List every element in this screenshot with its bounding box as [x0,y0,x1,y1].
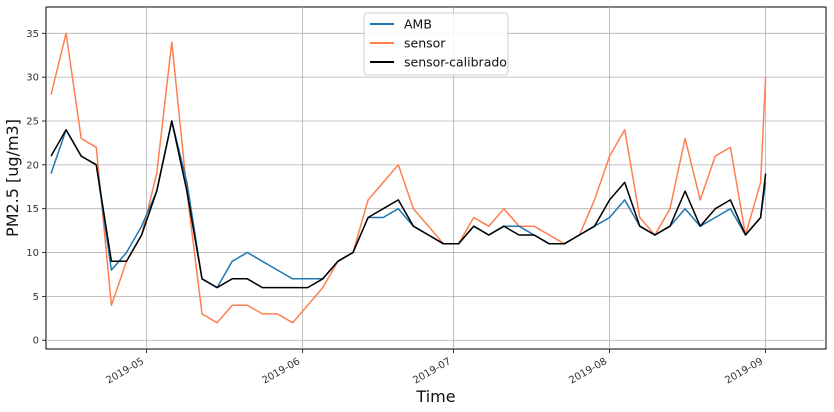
legend-label: sensor-calibrado [404,55,507,70]
legend: AMB sensor sensor-calibrado [363,12,509,76]
x-axis-title: Time [415,387,455,406]
y-tick-label: 35 [26,29,39,40]
x-ticks: 2019-05 2019-06 2019-07 2019-08 2019-09 [104,349,767,386]
y-ticks: 0 5 10 15 20 25 30 35 [26,29,46,347]
y-tick-label: 10 [26,248,39,259]
y-tick-label: 15 [26,204,39,215]
series-line-sensor-calibrado [50,120,767,289]
legend-box [363,12,509,76]
grid [46,7,826,349]
series-group [50,32,767,324]
y-axis-title: PM2.5 [ug/m3] [3,119,22,237]
y-tick-label: 0 [33,336,39,347]
y-tick-label: 20 [26,160,39,171]
x-tick-label: 2019-06 [260,356,302,386]
legend-label: AMB [404,17,432,32]
x-tick-label: 2019-09 [723,356,765,386]
y-tick-label: 25 [26,117,39,128]
x-tick-label: 2019-05 [104,356,146,386]
y-tick-label: 30 [26,73,39,84]
legend-label: sensor [404,36,446,51]
x-tick-label: 2019-07 [411,356,453,386]
x-tick-label: 2019-08 [567,356,609,386]
y-tick-label: 5 [33,292,39,303]
